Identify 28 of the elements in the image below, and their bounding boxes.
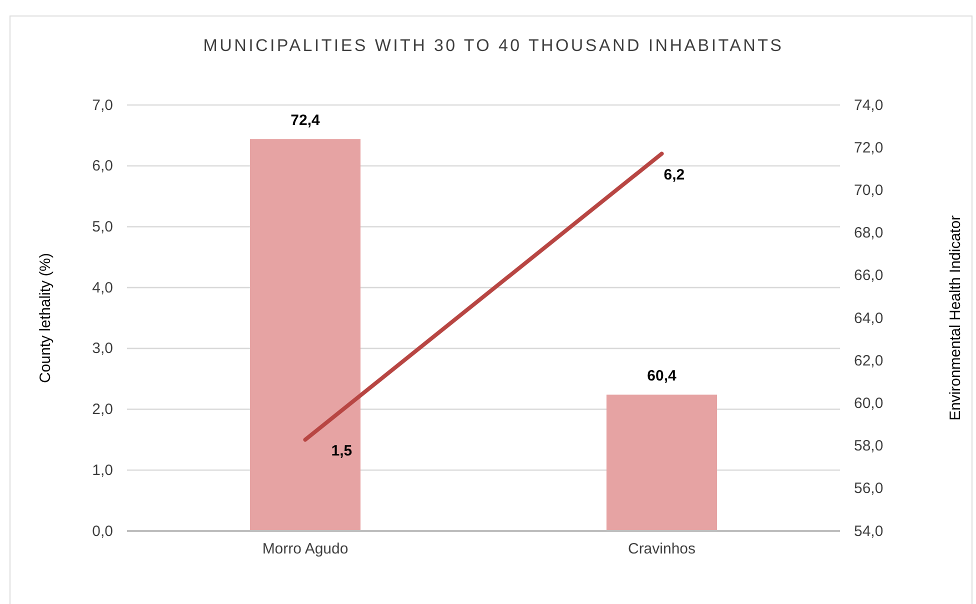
y2-tick-label: 64,0: [854, 310, 884, 327]
y-tick-label: 6,0: [92, 158, 113, 175]
data-label: 72,4: [290, 112, 320, 130]
chart-title: MUNICIPALITIES WITH 30 TO 40 THOUSAND INHABITANTS: [203, 36, 784, 55]
y-tick-label: 1,0: [92, 462, 113, 479]
data-label: 1,5: [331, 442, 352, 460]
data-label: 6,2: [664, 166, 685, 184]
y2-tick-label: 62,0: [854, 352, 884, 370]
y2-tick-label: 54,0: [854, 522, 884, 540]
y-tick-label: 4,0: [92, 279, 113, 296]
y-axis-title: County lethality (%): [37, 252, 54, 384]
y2-tick-label: 70,0: [854, 182, 884, 199]
y-tick-label: 2,0: [92, 401, 113, 418]
y2-tick-label: 60,0: [854, 395, 884, 412]
y2-axis-title: Environmental Health Indicator: [947, 215, 964, 421]
y-tick-label: 0,0: [92, 522, 113, 540]
y2-tick-label: 56,0: [854, 480, 884, 498]
y2-tick-label: 68,0: [854, 224, 884, 242]
x-tick-label: Morro Agudo: [262, 540, 348, 558]
y2-tick-label: 58,0: [854, 438, 884, 455]
data-label: 60,4: [647, 368, 677, 385]
y2-tick-label: 72,0: [854, 139, 884, 156]
y-tick-label: 5,0: [92, 218, 113, 236]
y-tick-label: 3,0: [92, 340, 113, 358]
y-tick-label: 7,0: [92, 96, 113, 114]
y2-tick-label: 74,0: [854, 96, 884, 114]
y2-tick-label: 66,0: [854, 267, 884, 284]
x-tick-label: Cravinhos: [628, 540, 696, 558]
